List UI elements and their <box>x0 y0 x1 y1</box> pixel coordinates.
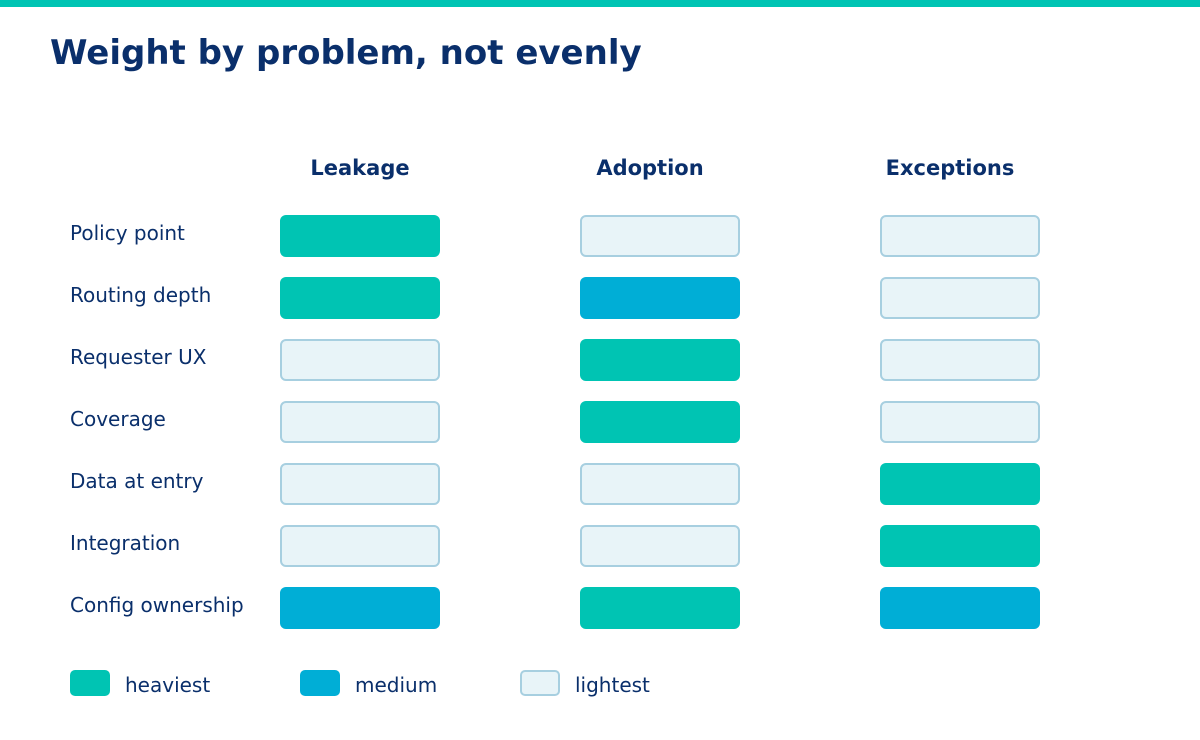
legend-label-heaviest: heaviest <box>125 673 211 697</box>
row-label-coverage: Coverage <box>70 407 166 431</box>
row-label-policy-point: Policy point <box>70 221 185 245</box>
weight-cell-routing-depth-exceptions-lightest <box>880 277 1040 319</box>
weight-cell-integration-leakage-lightest <box>280 525 440 567</box>
weight-cell-data-at-entry-adoption-lightest <box>580 463 740 505</box>
weight-cell-coverage-leakage-lightest <box>280 401 440 443</box>
row-label-config-ownership: Config ownership <box>70 593 244 617</box>
weight-cell-coverage-exceptions-lightest <box>880 401 1040 443</box>
weight-cell-config-ownership-exceptions-medium <box>880 587 1040 629</box>
row-label-integration: Integration <box>70 531 181 555</box>
weight-cell-integration-adoption-lightest <box>580 525 740 567</box>
weight-cell-config-ownership-leakage-medium <box>280 587 440 629</box>
column-header-adoption: Adoption <box>596 156 704 180</box>
column-header-leakage: Leakage <box>310 156 410 180</box>
column-header-exceptions: Exceptions <box>885 156 1015 180</box>
legend-label-lightest: lightest <box>575 673 650 697</box>
weight-cell-policy-point-exceptions-lightest <box>880 215 1040 257</box>
page-title: Weight by problem, not evenly <box>50 33 642 73</box>
weight-cell-requester-ux-adoption-heaviest <box>580 339 740 381</box>
row-label-routing-depth: Routing depth <box>70 283 212 307</box>
row-label-requester-ux: Requester UX <box>70 345 207 369</box>
weight-cell-coverage-adoption-heaviest <box>580 401 740 443</box>
legend-label-medium: medium <box>355 673 438 697</box>
weight-cell-data-at-entry-exceptions-heaviest <box>880 463 1040 505</box>
row-label-data-at-entry: Data at entry <box>70 469 204 493</box>
weight-cell-data-at-entry-leakage-lightest <box>280 463 440 505</box>
weight-cell-requester-ux-exceptions-lightest <box>880 339 1040 381</box>
legend-swatch-lightest <box>520 670 560 696</box>
weight-cell-integration-exceptions-heaviest <box>880 525 1040 567</box>
legend-swatch-medium <box>300 670 340 696</box>
legend-swatch-heaviest <box>70 670 110 696</box>
weight-cell-policy-point-adoption-lightest <box>580 215 740 257</box>
weight-cell-routing-depth-adoption-medium <box>580 277 740 319</box>
weight-cell-policy-point-leakage-heaviest <box>280 215 440 257</box>
weight-cell-config-ownership-adoption-heaviest <box>580 587 740 629</box>
top-accent-bar <box>0 0 1200 7</box>
weight-cell-requester-ux-leakage-lightest <box>280 339 440 381</box>
weight-cell-routing-depth-leakage-heaviest <box>280 277 440 319</box>
